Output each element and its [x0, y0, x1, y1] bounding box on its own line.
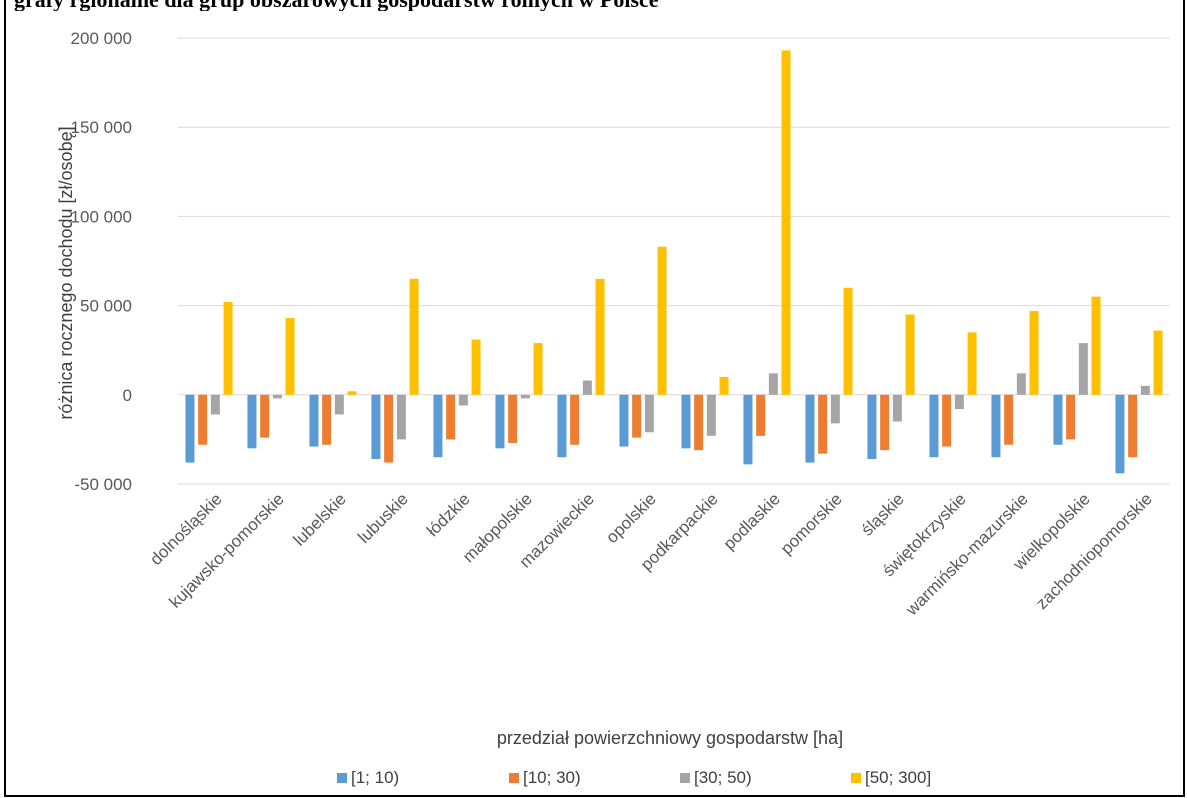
bar	[347, 391, 357, 395]
x-tick-label: kujawsko-pomorskie	[165, 489, 287, 611]
bar	[644, 394, 654, 433]
bar	[892, 394, 902, 422]
bar	[595, 278, 605, 395]
x-tick-label: lubuskie	[354, 489, 412, 547]
bar	[409, 278, 419, 395]
bar	[694, 394, 704, 451]
x-tick-label: łódzkie	[423, 489, 474, 540]
bar	[198, 394, 208, 445]
bar	[867, 394, 877, 460]
y-axis-title: różnica rocznego dochodu [zł/osobę]	[56, 126, 76, 419]
bar	[743, 394, 753, 465]
bar	[1066, 394, 1076, 440]
bar	[471, 339, 481, 395]
legend-label: [50; 300]	[865, 768, 931, 787]
x-tick-label: śląskie	[858, 489, 908, 539]
legend-label: [10; 30)	[523, 768, 581, 787]
bar	[706, 394, 716, 436]
bar	[371, 394, 381, 460]
bar	[1053, 394, 1063, 445]
y-tick-label: 0	[123, 386, 132, 405]
bar	[1153, 330, 1163, 395]
x-tick-label: opolskie	[602, 489, 660, 547]
bar	[830, 394, 840, 424]
bar	[520, 394, 530, 399]
bar	[446, 394, 456, 440]
bar	[967, 332, 977, 395]
x-tick-label: pomorskie	[777, 489, 846, 558]
bar	[843, 287, 853, 395]
bar	[384, 394, 394, 463]
bar	[1004, 394, 1014, 445]
bar	[805, 394, 815, 463]
bar	[533, 343, 543, 395]
bar	[1078, 343, 1088, 395]
bar	[954, 394, 964, 410]
bar	[508, 394, 518, 443]
bar	[681, 394, 691, 449]
bar	[1140, 385, 1150, 395]
bar	[210, 394, 220, 415]
bar	[1029, 310, 1039, 395]
bar	[632, 394, 642, 438]
chart-frame	[4, 0, 1185, 797]
bar	[1128, 394, 1138, 458]
bar	[880, 394, 890, 451]
bar	[285, 318, 295, 395]
bar	[433, 394, 443, 458]
bar	[1016, 373, 1026, 395]
bar	[185, 394, 195, 463]
bar	[991, 394, 1001, 458]
legend-swatch	[509, 773, 519, 783]
bar	[929, 394, 939, 458]
legend-swatch	[680, 773, 690, 783]
bar	[768, 373, 778, 395]
x-tick-label: podlaskie	[720, 489, 784, 553]
y-tick-label: 200 000	[71, 29, 132, 48]
bar	[557, 394, 567, 458]
bar	[818, 394, 828, 454]
y-tick-label: -50 000	[74, 475, 132, 494]
bars	[185, 50, 1163, 474]
x-axis-title: przedział powierzchniowy gospodarstw [ha…	[497, 728, 843, 748]
legend-label: [30; 50)	[694, 768, 752, 787]
x-tick-label: zachodniopomorskie	[1032, 489, 1156, 613]
x-tick-label: warmińsko-mazurskie	[901, 489, 1031, 619]
legend: [1; 10) [10; 30) [30; 50) [50; 300]	[337, 768, 931, 787]
bar	[223, 302, 233, 395]
bar	[309, 394, 319, 447]
bar	[570, 394, 580, 445]
x-tick-label: lubelskie	[290, 489, 350, 549]
y-tick-label: 50 000	[80, 297, 132, 316]
bar	[719, 376, 729, 395]
bar	[334, 394, 344, 415]
bar	[942, 394, 952, 447]
bar	[582, 380, 592, 395]
bar	[781, 50, 791, 395]
y-tick-label: 100 000	[71, 207, 132, 226]
bar	[657, 246, 667, 395]
bar	[905, 314, 915, 395]
y-tick-label: 150 000	[71, 118, 132, 137]
legend-swatch	[337, 773, 347, 783]
bar	[756, 394, 766, 436]
legend-swatch	[851, 773, 861, 783]
bar	[458, 394, 468, 406]
legend-label: [1; 10)	[351, 768, 399, 787]
chart-caption: grafy rgionalne dla grup obszarowych gos…	[14, 0, 1184, 11]
bar	[260, 394, 270, 438]
bar	[1115, 394, 1125, 474]
bar	[272, 394, 282, 399]
bar	[619, 394, 629, 447]
bar	[396, 394, 406, 440]
bar	[495, 394, 505, 449]
bar	[322, 394, 332, 445]
bar	[1091, 296, 1101, 395]
bar	[247, 394, 257, 449]
